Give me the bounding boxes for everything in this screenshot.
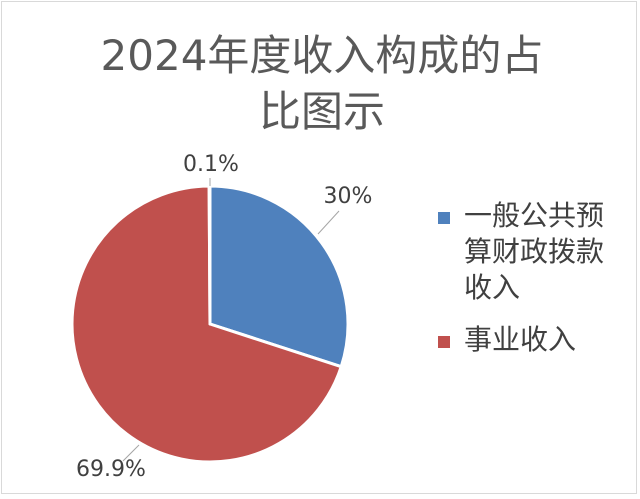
leader-line-general-budget xyxy=(317,210,340,235)
data-label-other: 0.1% xyxy=(183,152,239,177)
chart-legend: 一般公共预算财政拨款收入 事业收入 xyxy=(438,198,628,374)
legend-label-general-budget: 一般公共预算财政拨款收入 xyxy=(464,199,605,304)
pie-slice-general-budget xyxy=(208,184,350,369)
data-label-general-budget: 30% xyxy=(324,184,373,209)
leader-line-business-income xyxy=(122,444,140,462)
pie-slice-other xyxy=(207,184,212,326)
legend-label-business-income: 事业收入 xyxy=(464,323,577,356)
legend-item-business-income: 事业收入 xyxy=(438,322,628,358)
chart-title-line-2: 比图示 xyxy=(258,87,385,136)
legend-item-general-budget: 一般公共预算财政拨款收入 xyxy=(438,198,628,306)
data-label-business-income: 69.9% xyxy=(76,457,146,482)
legend-swatch-business-income xyxy=(438,336,450,348)
chart-title-line-1: 2024年度收入构成的占 xyxy=(100,31,544,80)
pie-slice-business-income xyxy=(70,184,343,464)
legend-swatch-general-budget xyxy=(438,212,450,224)
